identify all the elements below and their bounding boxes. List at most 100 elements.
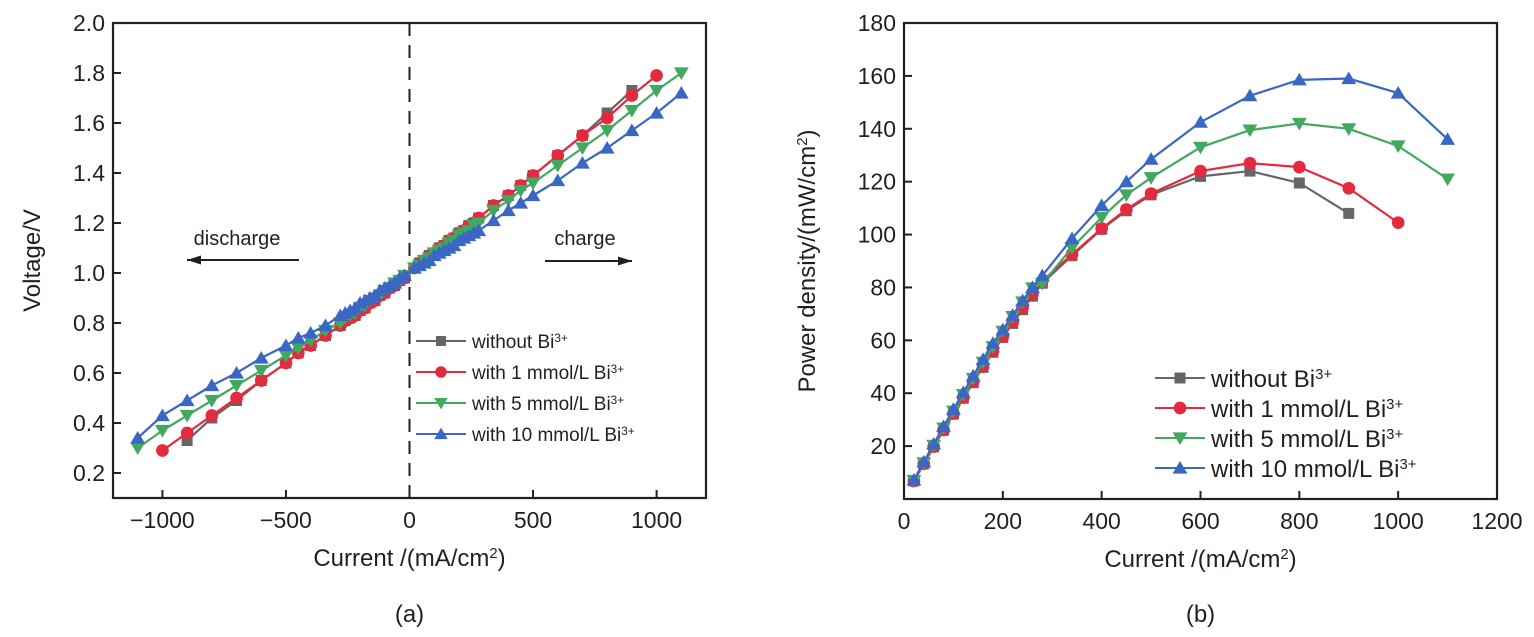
series-with-10-mmol-l-bi-3 xyxy=(906,71,1456,486)
data-point xyxy=(995,322,1011,336)
data-point xyxy=(1143,172,1159,185)
data-point xyxy=(471,223,487,237)
data-point xyxy=(253,350,269,364)
legend-marker xyxy=(435,366,447,378)
data-point xyxy=(204,394,220,408)
legend-label: without Bi3+ xyxy=(471,332,568,354)
series-with-10-mmol-l-bi-3 xyxy=(130,85,689,444)
panel-b-power-density-chart: 0 200 400 600 800 1000 1200 20 40 60 80 100 120 140 16… xyxy=(794,10,1523,628)
data-point xyxy=(486,213,501,227)
y-axis-title: Voltage/V xyxy=(19,209,46,312)
data-point xyxy=(1194,164,1207,178)
data-point xyxy=(1291,117,1307,131)
y-tick-label: 0.2 xyxy=(73,460,105,486)
data-point xyxy=(500,194,516,208)
x-tick-label: 200 xyxy=(984,508,1022,534)
data-point xyxy=(229,379,244,393)
data-point xyxy=(318,318,333,332)
data-point xyxy=(290,342,306,356)
panel-a-voltage-chart: −1000 −500 0 500 1000 0.2 0.4 0.6 0.8 1.0 1.2 1.4 1.… xyxy=(19,10,708,628)
data-point xyxy=(1094,211,1110,225)
data-point xyxy=(154,424,170,438)
y-axis-title: Power density/(mW/cm2) xyxy=(794,130,821,393)
legend-item: with 1 mmol/L Bi3+ xyxy=(416,363,624,385)
data-point xyxy=(130,430,146,444)
data-point xyxy=(525,188,541,202)
data-point xyxy=(1064,231,1080,245)
data-point xyxy=(650,69,663,82)
data-point xyxy=(985,336,1001,349)
legend: without Bi3+ with 1 mmol/L Bi3+ with 5 mmo… xyxy=(1155,366,1416,483)
data-point xyxy=(1440,173,1456,187)
data-point xyxy=(1291,72,1307,86)
x-axis-title: Current /(mA/cm2) xyxy=(313,545,505,572)
data-point xyxy=(1293,177,1305,189)
data-point xyxy=(625,89,639,102)
x-tick-label: −1000 xyxy=(130,507,195,533)
data-point xyxy=(1390,140,1406,154)
panel-label: (b) xyxy=(1186,601,1215,628)
legend-item: with 5 mmol/L Bi3+ xyxy=(1155,426,1403,453)
data-point xyxy=(1025,280,1040,294)
data-point xyxy=(1242,88,1258,102)
panel-label: (a) xyxy=(395,601,424,628)
data-point xyxy=(180,426,194,440)
x-tick-label: 800 xyxy=(1280,508,1318,534)
data-point xyxy=(513,184,529,198)
y-tick-label: 0.6 xyxy=(73,360,105,386)
data-point xyxy=(649,105,665,119)
data-point xyxy=(975,352,991,365)
data-point xyxy=(278,349,294,363)
data-point xyxy=(1193,141,1208,155)
data-point xyxy=(624,123,640,137)
legend-label: without Bi3+ xyxy=(1210,366,1332,393)
data-point xyxy=(525,177,541,191)
legend-marker xyxy=(434,427,448,440)
y-tick-label: 100 xyxy=(858,222,896,248)
data-point xyxy=(130,442,146,456)
legend-item: with 10 mmol/L Bi3+ xyxy=(1155,456,1416,483)
x-tick-label: 1200 xyxy=(1471,508,1522,534)
annotation-label: charge xyxy=(554,228,615,250)
data-point xyxy=(1390,86,1406,99)
data-point xyxy=(1034,268,1050,282)
data-point xyxy=(576,129,589,142)
data-point xyxy=(303,325,319,339)
data-point xyxy=(156,444,169,457)
data-point xyxy=(254,374,268,387)
annotation-discharge: discharge xyxy=(187,228,299,265)
y-tick-label: 180 xyxy=(858,10,896,36)
y-tick-label: 1.8 xyxy=(73,60,105,86)
data-point xyxy=(181,435,193,446)
y-tick-label: 20 xyxy=(870,433,896,459)
data-point xyxy=(278,338,294,352)
data-point xyxy=(673,67,689,81)
legend-item: without Bi3+ xyxy=(1155,366,1332,393)
data-point xyxy=(1242,124,1258,138)
legend-label: with 5 mmol/L Bi3+ xyxy=(1210,426,1403,453)
legend-item: with 1 mmol/L Bi3+ xyxy=(1155,396,1403,423)
data-point xyxy=(1391,216,1405,229)
data-point xyxy=(1118,189,1134,202)
data-point xyxy=(290,330,306,344)
data-point xyxy=(179,393,195,407)
data-point xyxy=(1244,165,1256,177)
y-tick-label: 120 xyxy=(858,169,896,195)
data-point xyxy=(550,173,566,187)
data-point xyxy=(1343,207,1355,219)
legend-item: with 5 mmol/L Bi3+ xyxy=(416,394,624,415)
x-tick-label: 1000 xyxy=(1373,508,1424,534)
data-point xyxy=(1005,308,1021,321)
data-point xyxy=(1094,198,1110,212)
x-tick-label: −500 xyxy=(260,507,312,533)
y-tick-label: 1.4 xyxy=(73,160,105,186)
annotation-label: discharge xyxy=(194,228,281,250)
data-point xyxy=(179,409,195,423)
data-point xyxy=(926,436,942,450)
legend-label: with 1 mmol/L Bi3+ xyxy=(471,363,624,385)
data-point xyxy=(1015,293,1031,307)
data-point xyxy=(513,195,529,209)
legend-item: with 10 mmol/L Bi3+ xyxy=(416,425,635,446)
data-point xyxy=(551,149,565,162)
y-tick-label: 60 xyxy=(870,327,896,353)
